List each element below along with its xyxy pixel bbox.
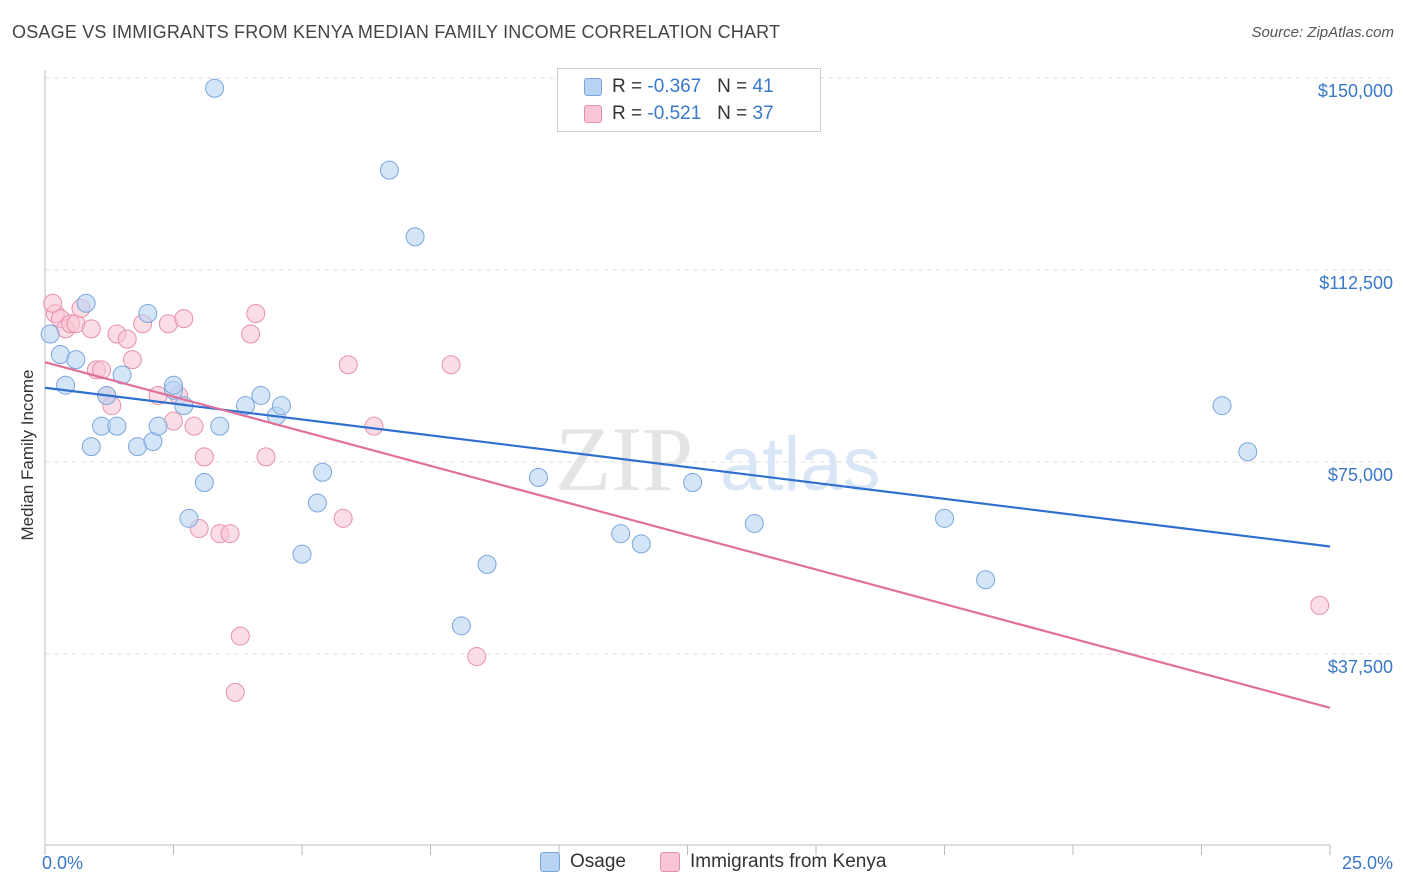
osage-point-26 [307, 493, 327, 513]
kenya-point-20 [184, 416, 204, 436]
osage-point-30 [451, 616, 471, 636]
series-legend: Osage Immigrants from Kenya [0, 851, 1406, 879]
kenya-point-34 [467, 647, 487, 667]
legend-n-label: N = [717, 76, 748, 97]
osage-point-27 [313, 462, 333, 482]
x-tick-labels: 0.0% 25.0% [42, 853, 1393, 873]
axes [44, 70, 1331, 855]
legend-n-value: 41 [752, 76, 774, 97]
y-tick-labels: $150,000 $112,500 $75,000 $37,500 [1318, 81, 1393, 677]
osage-point-40 [1238, 442, 1258, 462]
osage-point-28 [379, 160, 399, 180]
chart-title: OSAGE VS IMMIGRANTS FROM KENYA MEDIAN FA… [12, 22, 781, 42]
osage-point-34 [631, 534, 651, 554]
y-axis-title: Median Family Income [18, 369, 37, 540]
trend-lines [44, 361, 1331, 709]
osage-point-21 [235, 396, 255, 416]
osage-point-39 [1212, 396, 1232, 416]
legend-item-osage: Osage [540, 851, 626, 873]
legend-r-value: -0.521 [647, 103, 702, 124]
x-tick-label-start: 0.0% [42, 853, 83, 873]
legend-n-label: N = [717, 103, 748, 124]
kenya-point-27 [241, 324, 261, 344]
osage-point-22 [251, 385, 271, 405]
osage-swatch [584, 78, 602, 96]
osage-legend-swatch [540, 852, 560, 872]
osage-point-17 [179, 508, 199, 528]
osage-point-25 [292, 544, 312, 564]
legend-item-kenya: Immigrants from Kenya [660, 851, 886, 873]
osage-point-3 [66, 350, 86, 370]
y-tick-label-3: $37,500 [1328, 657, 1393, 677]
y-tick-label-1: $112,500 [1319, 273, 1393, 293]
watermark: ZIP atlas [555, 408, 881, 510]
legend-row-osage: R = -0.367 N = 41 [584, 76, 774, 98]
source-label: Source: ZipAtlas.com [1251, 24, 1394, 41]
correlation-legend: R = -0.367 N = 41 R = -0.521 N = 37 [557, 68, 821, 132]
y-tick-label-2: $75,000 [1328, 465, 1393, 485]
watermark-atlas: atlas [720, 422, 881, 507]
kenya-legend-swatch [660, 852, 680, 872]
kenya-point-19 [174, 309, 194, 329]
osage-legend-label: Osage [570, 851, 626, 872]
kenya-point-29 [256, 447, 276, 467]
kenya-point-33 [441, 355, 461, 375]
kenya-point-35 [1310, 595, 1330, 615]
osage-point-5 [81, 437, 101, 457]
kenya-swatch [584, 105, 602, 123]
osage-point-4 [76, 293, 96, 313]
kenya-point-22 [194, 447, 214, 467]
osage-point-35 [683, 472, 703, 492]
osage-trend-line [44, 386, 1331, 548]
y-tick-label-0: $150,000 [1318, 81, 1393, 101]
kenya-point-25 [225, 682, 245, 702]
legend-n-value: 37 [752, 103, 774, 124]
series-kenya-points [43, 293, 1330, 702]
osage-point-13 [148, 416, 168, 436]
kenya-point-26 [230, 626, 250, 646]
osage-point-31 [477, 554, 497, 574]
osage-point-29 [405, 227, 425, 247]
kenya-point-31 [338, 355, 358, 375]
osage-point-19 [205, 78, 225, 98]
osage-point-24 [271, 396, 291, 416]
kenya-legend-label: Immigrants from Kenya [690, 851, 887, 872]
kenya-trend-line [44, 361, 1331, 709]
kenya-point-24 [220, 524, 240, 544]
osage-point-38 [976, 570, 996, 590]
legend-row-kenya: R = -0.521 N = 37 [584, 103, 774, 125]
osage-point-37 [935, 508, 954, 528]
kenya-point-30 [333, 508, 353, 528]
kenya-point-36 [43, 293, 63, 313]
legend-r-label: R = [612, 76, 643, 97]
legend-r-label: R = [612, 103, 643, 124]
osage-point-15 [164, 375, 183, 395]
kenya-point-13 [122, 350, 142, 370]
kenya-point-28 [246, 304, 266, 324]
kenya-point-6 [81, 319, 101, 339]
osage-point-8 [107, 416, 127, 436]
kenya-point-32 [364, 416, 384, 436]
osage-point-33 [611, 524, 631, 544]
series-osage-points [40, 78, 1258, 636]
osage-point-11 [138, 304, 158, 324]
legend-r-value: -0.367 [647, 76, 702, 97]
x-tick-label-end: 25.0% [1342, 853, 1393, 873]
osage-point-32 [528, 467, 548, 487]
osage-point-20 [210, 416, 230, 436]
kenya-point-8 [92, 360, 112, 380]
kenya-point-12 [117, 329, 137, 349]
osage-point-18 [194, 472, 214, 492]
osage-point-36 [744, 513, 764, 533]
grid-lines [45, 77, 1390, 655]
osage-point-0 [40, 324, 60, 344]
